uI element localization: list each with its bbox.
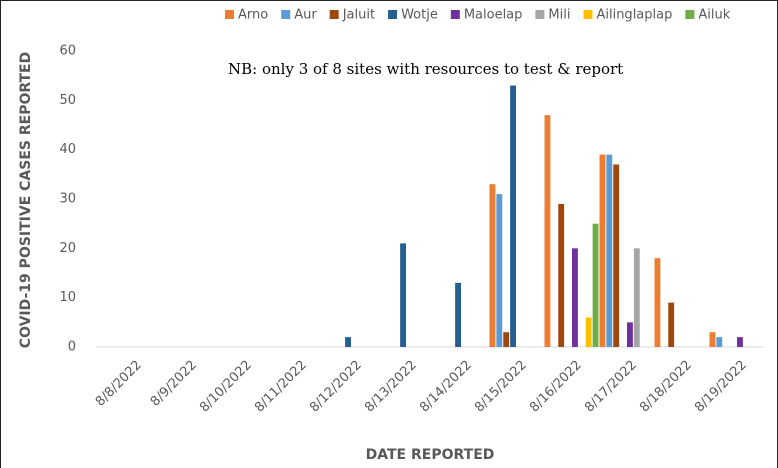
y-tick-label: 20 (59, 241, 76, 256)
y-tick-label: 50 (59, 93, 76, 108)
bar (633, 248, 640, 347)
bar (544, 115, 551, 347)
bar (606, 154, 613, 347)
legend-label: Wotje (401, 8, 438, 23)
bar (737, 337, 743, 347)
x-axis-label: DATE REPORTED (366, 447, 495, 463)
legend-swatch (388, 10, 398, 19)
bar (455, 282, 461, 347)
bar (668, 302, 675, 347)
y-tick-label: 0 (68, 340, 76, 355)
legend-label: Maloelap (464, 8, 523, 23)
bar (592, 223, 599, 347)
legend-label: Ailinglaplap (596, 8, 672, 23)
legend-swatch (329, 10, 339, 19)
y-tick-label: 10 (59, 290, 76, 305)
bar (716, 337, 723, 347)
legend-label: Aur (294, 8, 317, 23)
bar (613, 164, 620, 347)
y-tick-label: 60 (59, 44, 76, 59)
bar (627, 322, 633, 347)
legend-label: Ailuk (698, 8, 730, 23)
annotation: NB: only 3 of 8 sites with resources to … (228, 60, 623, 78)
bar (510, 85, 516, 348)
bar (489, 184, 496, 347)
bar (400, 243, 406, 347)
legend-label: Arno (238, 8, 268, 23)
bar (496, 194, 503, 347)
bar (345, 337, 351, 347)
bar (503, 332, 510, 347)
legend-swatch (225, 10, 234, 19)
bar (599, 154, 606, 347)
y-tick-label: 40 (59, 142, 76, 157)
bar (572, 248, 578, 347)
y-axis-label: COVID-19 POSITIVE CASES REPORTED (18, 52, 34, 348)
y-tick-label: 30 (59, 192, 76, 207)
bar (709, 332, 716, 347)
bar (585, 317, 592, 347)
legend-swatch (685, 10, 695, 19)
legend-swatch (281, 10, 291, 19)
legend-swatch (583, 10, 593, 19)
legend-label: Jaluit (342, 8, 375, 23)
legend-swatch (450, 10, 460, 19)
legend-label: Mili (548, 8, 570, 23)
legend-swatch (535, 10, 545, 19)
bar (558, 203, 565, 347)
bar (654, 258, 661, 347)
